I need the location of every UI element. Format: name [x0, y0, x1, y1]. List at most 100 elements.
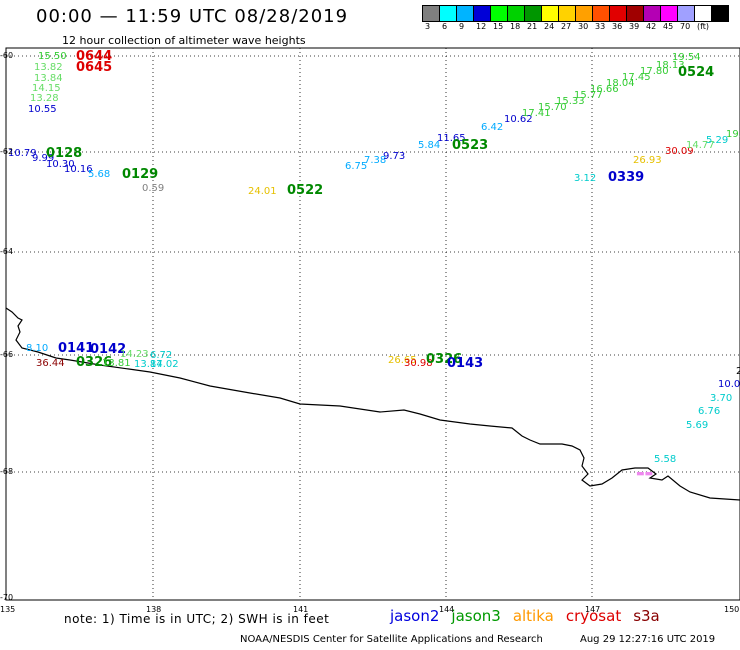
wave-height-label: 16.66	[590, 84, 619, 95]
satellite-legend-item: jason2	[390, 607, 440, 625]
satellite-legend-item: cryosat	[565, 607, 622, 625]
scale-label: 21	[527, 22, 538, 31]
scale-swatch	[576, 6, 593, 21]
wave-height-label: 2	[736, 366, 740, 377]
wave-height-label: 5.84	[418, 140, 440, 151]
scale-swatch	[491, 6, 508, 21]
longitude-tick: 144	[439, 605, 455, 614]
wave-height-label: 17.45	[622, 72, 651, 83]
scale-label: 33	[595, 22, 606, 31]
pass-time-label: 0644	[76, 49, 112, 64]
wave-height-label: 5.69	[686, 420, 708, 431]
scale-swatch	[525, 6, 542, 21]
pass-time-label: 0645	[76, 60, 112, 75]
wave-height-label: 13.81	[102, 358, 131, 369]
wave-height-label: 13.82	[34, 62, 63, 73]
map-subtitle: 12 hour collection of altimeter wave hei…	[62, 34, 306, 47]
pass-time-label: 0142	[90, 342, 126, 357]
wave-height-label: 13.28	[30, 93, 59, 104]
map-title: 00:00 — 11:59 UTC 08/28/2019	[36, 6, 349, 27]
scale-label: 3	[425, 22, 431, 31]
wave-height-label: 9.99	[32, 153, 54, 164]
scale-label: 30	[578, 22, 589, 31]
scale-label: 39	[629, 22, 640, 31]
wave-height-label: 7.38	[364, 155, 386, 166]
scale-label: (ft)	[697, 22, 710, 31]
longitude-tick: 150	[724, 605, 740, 614]
wave-height-label: 14.15	[32, 83, 61, 94]
wave-height-label: 6.76	[698, 406, 720, 417]
satellite-legend-item: altika	[512, 607, 554, 625]
wave-height-label: 5.58	[654, 454, 676, 465]
faint-label-marker: ▬▬	[636, 469, 653, 479]
scale-label: 27	[561, 22, 572, 31]
wave-height-label: 19.54	[672, 52, 701, 63]
wave-height-label: 17.80	[640, 66, 669, 77]
scale-swatch	[678, 6, 695, 21]
wave-height-label: 6.72	[150, 350, 172, 361]
scale-swatch	[695, 6, 712, 21]
wave-height-label: 10.30	[46, 159, 75, 170]
scale-label: 70	[680, 22, 691, 31]
longitude-tick: 135	[0, 605, 16, 614]
scale-swatch	[610, 6, 627, 21]
pass-time-label: 0128	[46, 146, 82, 161]
scale-label: 15	[493, 22, 504, 31]
scale-swatch	[661, 6, 678, 21]
wave-height-label: 10.55	[28, 104, 57, 115]
latitude-tick: -68	[0, 467, 14, 476]
longitude-tick: 138	[146, 605, 162, 614]
wave-height-label: 6.42	[481, 122, 503, 133]
wave-height-label: 30.98	[404, 358, 433, 369]
scale-label: 24	[544, 22, 555, 31]
scale-label: 18	[510, 22, 521, 31]
pass-time-label: 0129	[122, 167, 158, 182]
wave-height-label: 3.12	[574, 173, 596, 184]
scale-swatch	[559, 6, 576, 21]
scale-swatch	[440, 6, 457, 21]
wave-height-label: 5.68	[88, 169, 110, 180]
scale-swatch	[474, 6, 491, 21]
wave-height-label: 15.50	[38, 51, 67, 62]
wave-height-label: 18.13	[656, 60, 685, 71]
wave-height-label: 26.93	[633, 155, 662, 166]
latitude-tick: -62	[0, 147, 14, 156]
wave-height-label: 14.02	[150, 359, 179, 370]
map-frame	[5, 47, 740, 601]
footer-note: note: 1) Time is in UTC; 2) SWH is in fe…	[64, 612, 330, 626]
latitude-tick: -64	[0, 247, 14, 256]
scale-label: 42	[646, 22, 657, 31]
scale-swatch	[508, 6, 525, 21]
pass-time-label: 0143	[447, 356, 483, 371]
pass-time-label: 0522	[287, 183, 323, 198]
color-scale-bar	[422, 5, 729, 22]
scale-label: 12	[476, 22, 487, 31]
wave-height-label: 18.04	[606, 78, 635, 89]
wave-height-label: 36.44	[36, 358, 65, 369]
wave-height-label: 14.23	[120, 349, 149, 360]
wave-height-label: 14.77	[686, 140, 715, 151]
wave-height-label: 6.75	[345, 161, 367, 172]
wave-height-label: 19.	[726, 129, 740, 140]
wave-height-label: 30.09	[665, 146, 694, 157]
latitude-tick: -66	[0, 350, 14, 359]
scale-swatch	[593, 6, 610, 21]
wave-height-label: 24.01	[248, 186, 277, 197]
wave-height-label: 5.29	[706, 135, 728, 146]
wave-height-label: 11.65	[437, 133, 466, 144]
longitude-tick: 147	[585, 605, 601, 614]
wave-height-label: 8.10	[26, 343, 48, 354]
pass-time-label: 0339	[608, 170, 644, 185]
scale-label: 36	[612, 22, 623, 31]
scale-swatch	[457, 6, 474, 21]
wave-height-label: 15.70	[538, 102, 567, 113]
scale-label: 45	[663, 22, 674, 31]
wave-height-label: 10.16	[64, 164, 93, 175]
footer-timestamp: Aug 29 12:27:16 UTC 2019	[580, 634, 716, 645]
pass-time-label: 0524	[678, 65, 714, 80]
wave-height-label: 13.84	[34, 73, 63, 84]
scale-swatch	[644, 6, 661, 21]
antarctic-coastline	[5, 307, 740, 501]
pass-time-label: 0326	[76, 355, 112, 370]
